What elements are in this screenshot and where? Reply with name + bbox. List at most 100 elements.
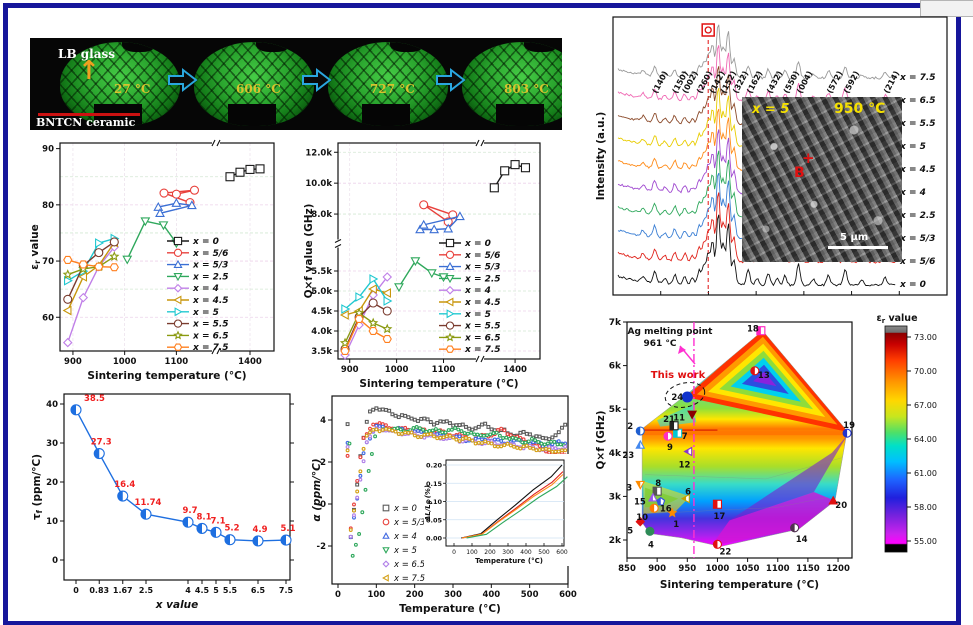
svg-text:961 °C: 961 °C [643,339,676,349]
svg-text:9.7: 9.7 [182,506,197,516]
svg-text:4k: 4k [609,449,622,459]
right-arrow-icon [302,67,332,93]
svg-text:5.1: 5.1 [280,524,295,534]
svg-text:6: 6 [685,488,691,498]
svg-text:500: 500 [521,590,539,600]
svg-text:1200: 1200 [826,564,850,574]
svg-text:11: 11 [673,413,685,423]
up-arrow-icon: ↑ [78,56,100,86]
svg-text:0: 0 [335,590,341,600]
svg-text:1400: 1400 [238,357,262,367]
svg-text:15: 15 [634,498,646,508]
svg-text:90: 90 [42,145,54,155]
svg-text:x = 4: x = 4 [464,286,491,296]
sample-photo-606c [194,42,314,126]
sem-scale-bar [828,246,888,249]
svg-text:This work: This work [651,370,706,381]
svg-text:0.10: 0.10 [426,498,443,506]
svg-text:20: 20 [835,501,847,511]
photo-notch [390,42,424,52]
temp-label-27: 27 °C [114,82,151,96]
svg-text:950: 950 [678,564,696,574]
svg-text:5.5: 5.5 [223,586,238,595]
right-arrow-icon [436,67,466,93]
svg-text:5.5k: 5.5k [311,267,332,277]
sem-inset-image: x = 5 950 °C + B 5 μm [742,97,902,262]
alpha-chart: 0 100 200 300 400 500 600 -2 0 2 4 Temperature (°C)… [311,395,577,615]
svg-text:600: 600 [556,549,568,556]
right-arrow-icon [168,67,198,93]
svg-text:0.20: 0.20 [426,462,443,470]
svg-text:x = 7.5: x = 7.5 [393,574,425,584]
sem-b-marker: B [794,165,805,181]
svg-text:17: 17 [714,512,726,522]
svg-text:0.15: 0.15 [426,480,443,488]
photo-notch [524,42,558,52]
svg-text:1400: 1400 [503,365,527,375]
svg-text:x = 7.5: x = 7.5 [192,343,229,353]
svg-text:Q×f (GHz): Q×f (GHz) [595,410,607,469]
svg-text:1150: 1150 [796,564,820,574]
svg-text:x = 5.5: x = 5.5 [464,322,501,332]
svg-text:2k: 2k [609,536,622,546]
svg-text:x = 6.5: x = 6.5 [393,560,425,570]
svg-text:100: 100 [466,549,478,556]
svg-text:2.5: 2.5 [139,586,154,595]
svg-text:200: 200 [406,590,424,600]
svg-text:1: 1 [673,520,679,530]
qf-value-chart: 900 1000 1100 1400 3.5k 4.0k 4.5k 5.0k 5.5k 8.0k 1… [303,139,541,390]
svg-text:73.00: 73.00 [914,333,937,342]
svg-text:4.5k: 4.5k [311,307,332,317]
svg-text:5.0k: 5.0k [311,287,332,297]
svg-text:x = 5/6: x = 5/6 [192,249,228,259]
svg-text:55.00: 55.00 [914,537,937,546]
svg-text:300: 300 [444,590,462,600]
svg-text:16.4: 16.4 [114,480,135,490]
svg-text:x = 4.5: x = 4.5 [192,296,229,306]
svg-text:21: 21 [663,415,675,425]
svg-text:0.83: 0.83 [89,586,109,595]
svg-text:x = 2.5: x = 2.5 [899,211,936,221]
photo-notch [228,104,276,126]
svg-text:1000: 1000 [385,365,409,375]
svg-text:0: 0 [73,586,79,595]
svg-text:x = 0: x = 0 [192,237,219,247]
svg-text:4: 4 [185,586,191,595]
svg-text:4.0k: 4.0k [311,327,332,337]
svg-text:0.05: 0.05 [426,516,443,524]
svg-text:α (ppm/°C): α (ppm/°C) [311,458,323,521]
ceramic-underline [38,113,140,116]
svg-text:20: 20 [46,478,58,488]
svg-text:x = 5.5: x = 5.5 [192,320,229,330]
svg-text:x = 4: x = 4 [899,188,926,198]
svg-text:80: 80 [42,201,54,211]
svg-text:70.00: 70.00 [914,367,937,376]
svg-text:ΔL/L0 (%): ΔL/L0 (%) [424,485,434,522]
svg-text:900: 900 [341,365,359,375]
svg-text:x = 6.5: x = 6.5 [899,96,936,106]
svg-text:0: 0 [320,500,326,510]
svg-text:1000: 1000 [706,564,730,574]
svg-text:10: 10 [636,513,648,523]
svg-text:x = 5: x = 5 [192,308,219,318]
svg-text:11.74: 11.74 [135,498,162,508]
sem-plus-marker: + [802,149,815,167]
svg-text:40: 40 [46,400,58,410]
svg-text:x = 5/6: x = 5/6 [899,257,935,267]
svg-text:4.5: 4.5 [195,586,210,595]
svg-text:Sintering temperature (°C): Sintering temperature (°C) [359,378,518,390]
svg-text:300: 300 [502,549,514,556]
lb-glass-label: LB glass [58,47,115,61]
svg-text:10.0k: 10.0k [305,179,332,189]
svg-text:7.5: 7.5 [279,586,294,595]
svg-text:400: 400 [520,549,532,556]
svg-text:200: 200 [484,549,496,556]
svg-text:24: 24 [671,393,683,403]
svg-text:4: 4 [648,540,654,550]
bntcn-ceramic-label: BNTCN ceramic [36,116,136,129]
photo-notch [122,42,156,52]
svg-text:13: 13 [758,371,770,381]
svg-text:1100: 1100 [766,564,790,574]
svg-text:6k: 6k [609,362,622,372]
